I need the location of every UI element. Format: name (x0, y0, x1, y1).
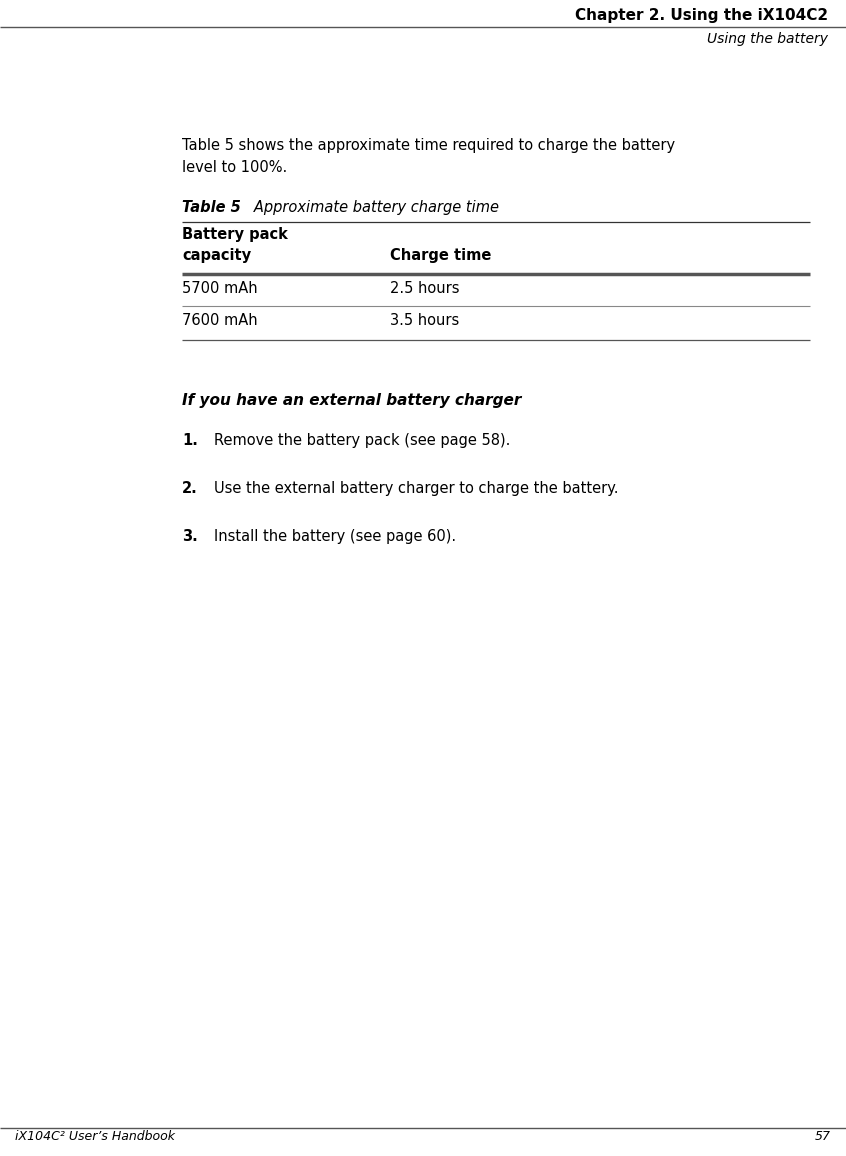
Text: Install the battery (see page 60).: Install the battery (see page 60). (214, 529, 456, 544)
Text: Charge time: Charge time (390, 249, 492, 264)
Text: 3.5 hours: 3.5 hours (390, 313, 459, 328)
Text: Use the external battery charger to charge the battery.: Use the external battery charger to char… (214, 481, 618, 496)
Text: Using the battery: Using the battery (707, 32, 828, 46)
Text: level to 100%.: level to 100%. (182, 160, 288, 175)
Text: 1.: 1. (182, 434, 198, 449)
Text: Table 5: Table 5 (182, 200, 241, 215)
Text: 57: 57 (815, 1131, 831, 1143)
Text: capacity: capacity (182, 249, 251, 264)
Text: 2.: 2. (182, 481, 198, 496)
Text: 3.: 3. (182, 529, 198, 544)
Text: Approximate battery charge time: Approximate battery charge time (240, 200, 499, 215)
Text: Remove the battery pack (see page 58).: Remove the battery pack (see page 58). (214, 434, 510, 449)
Text: Chapter 2. Using the iX104C2: Chapter 2. Using the iX104C2 (575, 8, 828, 23)
Text: 2.5 hours: 2.5 hours (390, 281, 459, 296)
Text: Battery pack: Battery pack (182, 227, 288, 242)
Text: Table 5 shows the approximate time required to charge the battery: Table 5 shows the approximate time requi… (182, 138, 675, 153)
Text: iX104C² User’s Handbook: iX104C² User’s Handbook (15, 1131, 175, 1143)
Text: 7600 mAh: 7600 mAh (182, 313, 258, 328)
Text: If you have an external battery charger: If you have an external battery charger (182, 393, 521, 408)
Text: 5700 mAh: 5700 mAh (182, 281, 258, 296)
